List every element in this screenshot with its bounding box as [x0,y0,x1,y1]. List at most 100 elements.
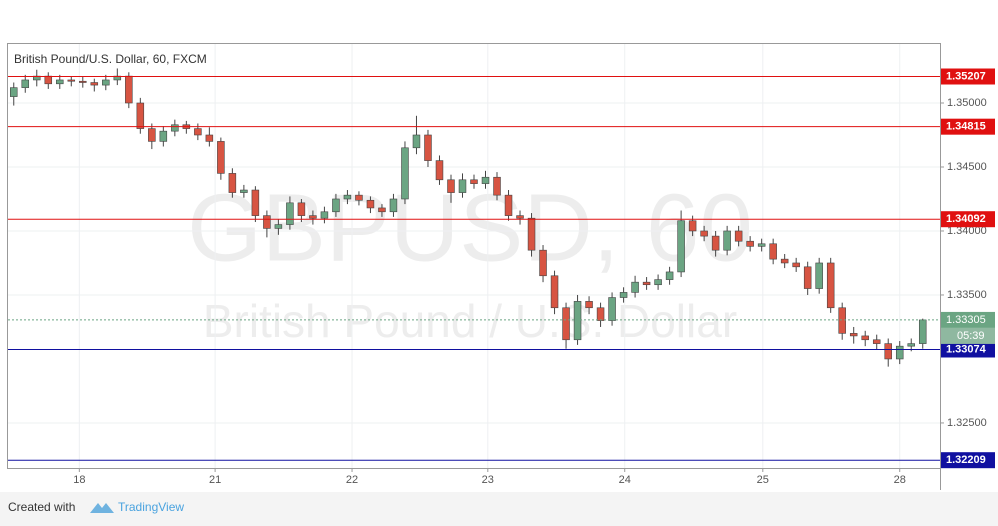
plot-area [8,44,940,468]
candle-body [297,202,306,216]
candle-body [631,281,639,293]
candle-body [67,79,76,82]
level-tag [941,211,995,228]
candle-body [895,345,904,360]
candle-body [585,301,593,309]
candle-body [872,339,881,344]
candle-body [412,134,421,149]
candle-body [573,301,582,341]
candle-body [21,79,30,88]
countdown-label: 05:39 [957,330,985,342]
x-tick-label: 21 [209,474,221,486]
candle-body [734,230,743,242]
candle-body [355,194,363,201]
level-tag [941,118,995,135]
level-label: 1.33074 [946,343,987,355]
candle-body [228,173,237,193]
candle-body [654,279,662,286]
candle-body [700,230,708,237]
candle-body [378,207,386,213]
x-tick-label: 18 [73,474,85,486]
level-tag [941,68,995,85]
candle-body [366,199,375,209]
y-tick-label: 1.34500 [947,161,987,173]
candle-body [343,194,352,200]
watermark-symbol: GBPUSD, 60 [187,174,753,281]
candle-body [769,243,777,260]
candle-body [171,124,179,132]
level-tag [941,341,995,358]
level-label: 1.34815 [946,121,986,133]
candle-body [102,79,110,86]
level-tag [941,452,995,469]
last-price-tag [941,311,995,328]
candle-body [194,128,202,136]
y-tick-label: 1.35000 [947,97,987,109]
level-label: 1.34092 [946,213,986,225]
created-with: Created with [8,500,75,514]
level-label: 1.32209 [946,454,986,466]
last-price-label: 1.33305 [946,314,986,326]
brand-name[interactable]: TradingView [118,500,184,514]
x-tick-label: 23 [482,474,494,486]
candle-body [907,343,915,347]
candle-body [286,202,294,225]
candle-body [217,141,225,174]
candle-body [274,224,283,229]
x-tick-label: 28 [894,474,906,486]
x-tick-label: 22 [346,474,358,486]
countdown-tag [941,327,995,344]
y-tick-label: 1.32500 [947,417,987,429]
candle-body [10,87,18,97]
candle-body [56,79,64,85]
candle-body [90,82,99,86]
candle-body [608,297,616,321]
candle-body [757,243,766,247]
candle-body [861,335,869,341]
candle-body [320,211,329,219]
footer-bar [0,492,998,526]
chart-title: British Pound/U.S. Dollar, 60, FXCM [14,52,207,66]
watermark: GBPUSD, 60 British Pound / U.S. Dollar [187,174,753,347]
watermark-name: British Pound / U.S. Dollar [203,295,737,347]
candle-body [619,292,628,298]
candle-body [918,319,927,344]
y-tick-label: 1.33500 [947,289,987,301]
candle-body [458,179,467,193]
candle-body [550,275,559,309]
candle-body [677,220,685,273]
candle-body [780,258,789,264]
candle-body [493,176,501,196]
brand-logo [90,503,114,513]
candle-body [125,75,133,104]
price-axis: 1.32500 1.33500 1.34000 1.34500 1.35000 1.352… [940,68,995,469]
y-tick-label: 1.34000 [947,225,987,237]
candle-body [539,249,547,277]
candle-body [596,307,605,321]
x-tick-label: 25 [757,474,769,486]
candle-body [44,75,53,85]
footer: Created with TradingView [8,500,184,514]
candle-body [401,147,409,200]
candle-body [688,220,697,232]
candle-body [470,179,478,184]
candle-body [481,176,490,184]
candle-body [826,262,835,309]
candle-body [435,160,444,181]
candle-body [263,215,271,229]
x-tick-label: 24 [619,474,631,486]
candle-body [205,134,214,142]
candle-body [803,266,812,289]
candle-body [665,271,674,280]
candle-body [815,262,823,289]
candle-body [504,194,513,216]
candle-body [792,262,800,268]
candle-body [424,134,432,161]
candle-body [838,307,846,334]
candle-body [309,215,317,219]
candle-body [527,217,536,251]
candle-body [79,80,87,83]
candle-body [136,102,145,129]
candle-body [711,235,720,251]
